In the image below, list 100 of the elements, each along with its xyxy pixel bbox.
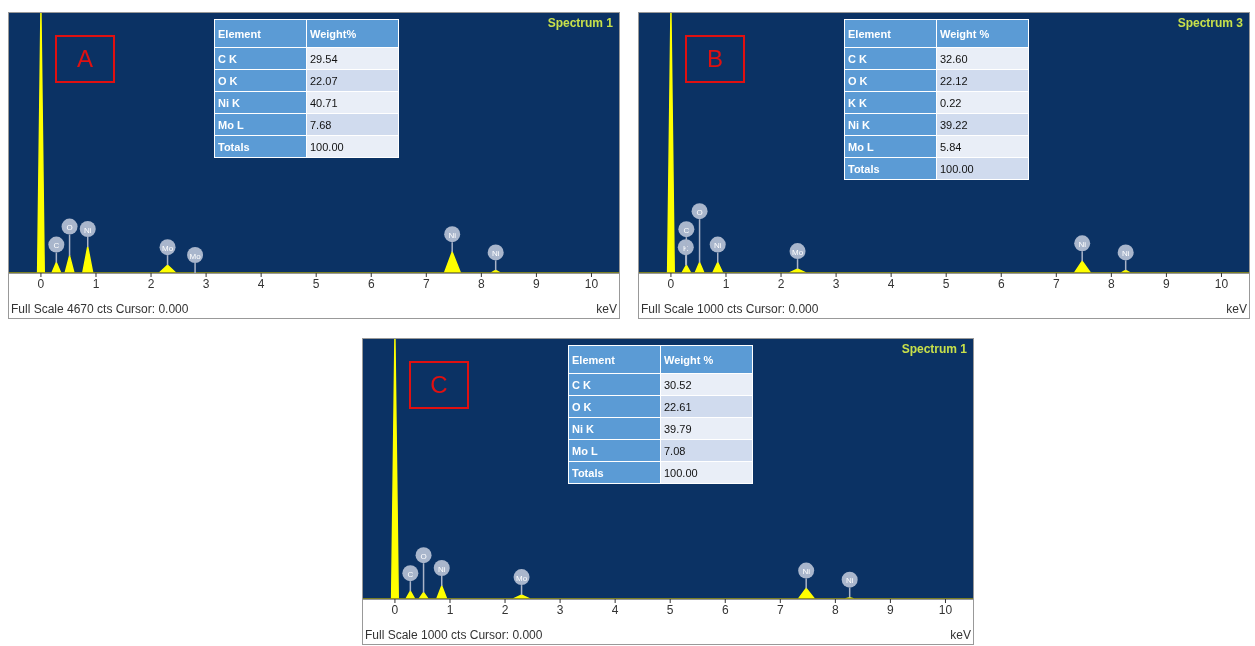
annotation: Mo [161,243,174,253]
x-tick-label: 1 [722,276,730,291]
annotation: Totals [568,461,661,484]
x-tick-label: 7 [1052,276,1060,291]
annotation: Mo L [568,439,661,462]
chart-title: Spectrum 1 [547,16,613,30]
x-tick-label: 8 [1108,276,1116,291]
annotation: C K [844,47,937,70]
annotation: 22.61 [660,395,753,418]
annotation: Weight % [660,345,753,374]
x-tick-label: 10 [584,276,599,291]
annotation: Totals [844,157,937,180]
annotation: 40.71 [306,91,399,114]
x-tick-label: 10 [1214,276,1229,291]
x-tick-label: 4 [257,276,265,291]
annotation: Ni [83,225,92,235]
text: Full Scale 1000 cts Cursor: 0.000 [641,302,819,316]
annotation: C [407,569,414,579]
annotation: Ni K [844,113,937,136]
x-tick-label: 3 [202,276,210,291]
annotation: Mo L [214,113,307,136]
annotation: 100.00 [660,461,753,484]
x-tick-label: 2 [501,602,509,617]
annotation: 22.12 [936,69,1029,92]
annotation: 29.54 [306,47,399,70]
annotation: 39.22 [936,113,1029,136]
annotation: Mo [791,247,804,257]
annotation: 100.00 [306,135,399,158]
annotation: O K [568,395,661,418]
x-tick-label: 5 [312,276,320,291]
x-tick-label: 7 [422,276,430,291]
text: Full Scale 1000 cts Cursor: 0.000 [365,628,543,642]
annotation: C K [568,373,661,396]
x-tick-label: 3 [832,276,840,291]
label-frame: C [409,361,469,409]
annotation: K K [844,91,937,114]
x-tick-label: 0 [37,276,45,291]
x-tick-label: 0 [391,602,399,617]
x-tick-label: 6 [367,276,375,291]
annotation: Ni [491,248,500,258]
annotation: Mo [515,573,528,583]
annotation: 32.60 [936,47,1029,70]
x-tick-label: 1 [446,602,454,617]
annotation: Totals [214,135,307,158]
annotation: Ni [448,230,457,240]
x-tick-label: 9 [533,276,541,291]
x-tick-label: 5 [942,276,950,291]
annotation: Element [214,19,307,48]
annotation: C [683,225,690,235]
annotation: Element [844,19,937,48]
x-tick-label: 7 [776,602,784,617]
x-tick-label: 9 [887,602,895,617]
annotation: 30.52 [660,373,753,396]
x-tick-label: 6 [997,276,1005,291]
annotation: Ni K [214,91,307,114]
annotation: Mo [189,251,202,261]
chart-title: Spectrum 3 [1177,16,1243,30]
annotation: O K [844,69,937,92]
annotation: Ni [437,564,446,574]
annotation: O [66,223,73,233]
annotation: Ni [802,567,811,577]
annotation: 100.00 [936,157,1029,180]
x-axis-title: keV [596,302,617,316]
x-tick-label: 8 [478,276,486,291]
annotation: Ni K [568,417,661,440]
x-axis-title: keV [1226,302,1247,316]
annotation: C [53,241,60,251]
annotation: 39.79 [660,417,753,440]
x-tick-label: 2 [777,276,785,291]
annotation: C K [214,47,307,70]
annotation: A [76,45,93,73]
annotation: O [420,551,427,561]
annotation: Element [568,345,661,374]
annotation: O K [214,69,307,92]
label-frame: B [685,35,745,83]
x-tick-label: 8 [832,602,840,617]
text: Full Scale 4670 cts Cursor: 0.000 [11,302,189,316]
annotation: Mo L [844,135,937,158]
annotation: 0.22 [936,91,1029,114]
x-tick-label: 4 [611,602,619,617]
annotation: 7.68 [306,113,399,136]
x-axis-title: keV [950,628,971,642]
annotation: 22.07 [306,69,399,92]
x-tick-label: 2 [147,276,155,291]
annotation: B [706,45,723,73]
annotation: Weight% [306,19,399,48]
x-tick-label: 5 [666,602,674,617]
annotation: C [430,371,448,399]
chart-title: Spectrum 1 [901,342,967,356]
x-tick-label: 10 [938,602,953,617]
x-tick-label: 6 [721,602,729,617]
annotation: 5.84 [936,135,1029,158]
annotation: Weight % [936,19,1029,48]
x-tick-label: 9 [1163,276,1171,291]
label-frame: A [55,35,115,83]
annotation: O [696,207,703,217]
annotation: Ni [1121,248,1130,258]
annotation: Ni [713,241,722,251]
x-tick-label: 1 [92,276,100,291]
x-tick-label: 4 [887,276,895,291]
